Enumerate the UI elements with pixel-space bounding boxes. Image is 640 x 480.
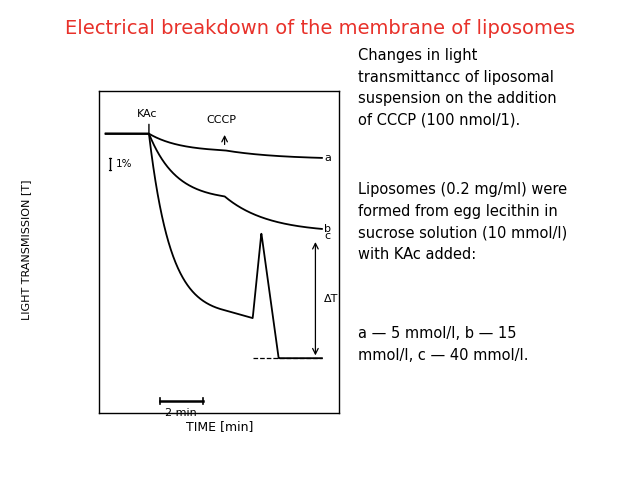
Text: CCCP: CCCP [206,115,236,125]
Text: b: b [324,224,331,234]
Text: a: a [324,153,331,163]
Text: Liposomes (0.2 mg/ml) were
formed from egg lecithin in
sucrose solution (10 mmol: Liposomes (0.2 mg/ml) were formed from e… [358,182,568,262]
Text: KAc: KAc [136,109,157,119]
Text: 1%: 1% [115,159,132,169]
Text: 2 min: 2 min [166,408,197,418]
Text: LIGHT TRANSMISSION [T]: LIGHT TRANSMISSION [T] [20,180,31,320]
Text: ΔT: ΔT [324,294,339,304]
X-axis label: TIME [min]: TIME [min] [186,420,253,433]
Text: c: c [324,231,330,241]
Text: Electrical breakdown of the membrane of liposomes: Electrical breakdown of the membrane of … [65,19,575,38]
Text: a — 5 mmol/I, b — 15
mmol/I, c — 40 mmol/I.: a — 5 mmol/I, b — 15 mmol/I, c — 40 mmol… [358,326,529,363]
Text: Changes in light
transmittancc of liposomal
suspension on the addition
of CCCP (: Changes in light transmittancc of liposo… [358,48,557,128]
